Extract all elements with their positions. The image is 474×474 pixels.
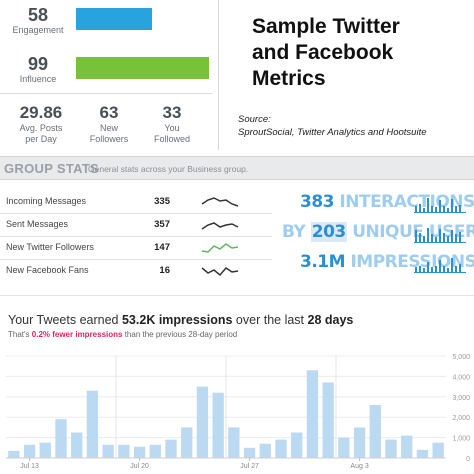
chart-bar bbox=[23, 444, 36, 458]
engagement-bar bbox=[76, 8, 152, 30]
influence-label: Influence bbox=[19, 74, 57, 84]
chart-bar bbox=[196, 386, 209, 458]
unique-users-text: BY 203 UNIQUE USERS bbox=[282, 222, 474, 242]
new-followers-label: New Followers bbox=[89, 123, 129, 144]
row-value: 16 bbox=[159, 265, 170, 276]
source-note: Source: SproutSocial, Twitter Analytics … bbox=[238, 114, 427, 138]
chart-bar bbox=[39, 442, 51, 458]
tweets-subheadline: That's 0.2% fewer impressions than the p… bbox=[8, 330, 238, 339]
chart-bar bbox=[275, 439, 287, 458]
incoming-messages-row[interactable]: Incoming Messages 335 bbox=[0, 190, 272, 214]
y-tick-label: 4,000 bbox=[452, 374, 470, 381]
chart-bar bbox=[401, 435, 413, 458]
chart-bar bbox=[228, 427, 240, 458]
y-tick-label: 5,000 bbox=[452, 354, 470, 361]
chart-bar bbox=[118, 444, 130, 458]
new-followers-value: 63 bbox=[99, 103, 119, 122]
row-value: 147 bbox=[154, 242, 170, 253]
chart-bar bbox=[102, 444, 114, 458]
page-title: Sample Twitter and Facebook Metrics bbox=[252, 15, 400, 90]
avg-posts-label: Avg. Posts per Day bbox=[19, 123, 63, 144]
chart-bar bbox=[71, 432, 83, 458]
interactions-sparkline bbox=[414, 198, 466, 213]
vertical-divider bbox=[218, 0, 219, 150]
row-value: 357 bbox=[154, 219, 170, 230]
chart-bar bbox=[8, 450, 20, 458]
chart-bar bbox=[338, 437, 350, 458]
chart-bar bbox=[353, 427, 366, 458]
chart-bar bbox=[243, 447, 256, 458]
engagement-value: 58 bbox=[27, 5, 49, 25]
x-tick-label: Jul 27 bbox=[240, 463, 259, 470]
divider bbox=[0, 93, 212, 94]
chart-bar bbox=[165, 439, 177, 458]
impressions-sparkline bbox=[414, 258, 466, 273]
chart-bar bbox=[133, 446, 146, 458]
metrics-panel: 58 Engagement 99 Influence 29.86 Avg. Po… bbox=[0, 0, 218, 150]
x-tick-label: Jul 20 bbox=[130, 463, 149, 470]
chart-bar bbox=[322, 382, 334, 458]
avg-posts-stat: 29.86 Avg. Posts per Day bbox=[6, 104, 76, 145]
chart-bar bbox=[259, 443, 271, 458]
you-followed-stat: 33 You Followed bbox=[137, 104, 207, 145]
y-tick-label: 3,000 bbox=[452, 395, 470, 402]
row-divider bbox=[0, 259, 272, 260]
engagement-label: Engagement bbox=[12, 25, 64, 35]
y-tick-label: 2,000 bbox=[452, 415, 470, 422]
section-divider bbox=[0, 295, 474, 296]
new-twitter-followers-row[interactable]: New Twitter Followers 147 bbox=[0, 236, 272, 260]
x-tick-label: Jul 13 bbox=[20, 463, 39, 470]
chart-bar bbox=[149, 444, 161, 458]
chart-bar bbox=[369, 404, 381, 458]
avg-posts-value: 29.86 bbox=[19, 103, 63, 122]
chart-bar bbox=[385, 439, 397, 458]
group-stats-description: General stats across your Business group… bbox=[88, 164, 249, 174]
influence-bar bbox=[76, 57, 209, 79]
chart-bar bbox=[416, 449, 429, 458]
chart-bar bbox=[212, 392, 224, 458]
group-stats-header: GROUP STATS General stats across your Bu… bbox=[0, 156, 474, 180]
chart-bar bbox=[86, 390, 99, 458]
y-tick-label: 1,000 bbox=[452, 436, 470, 443]
row-label: New Facebook Fans bbox=[6, 265, 89, 275]
new-twitter-followers-sparkline bbox=[201, 243, 239, 253]
new-followers-stat: 63 New Followers bbox=[74, 104, 144, 145]
incoming-messages-sparkline bbox=[201, 197, 239, 207]
you-followed-label: You Followed bbox=[153, 123, 191, 144]
row-label: New Twitter Followers bbox=[6, 242, 94, 252]
row-value: 335 bbox=[154, 196, 170, 207]
tweets-headline: Your Tweets earned 53.2K impressions ove… bbox=[8, 313, 354, 327]
you-followed-value: 33 bbox=[162, 103, 182, 122]
y-tick-label: 0 bbox=[466, 456, 470, 463]
chart-bar bbox=[306, 370, 319, 458]
row-divider bbox=[0, 213, 272, 214]
new-facebook-fans-sparkline bbox=[201, 267, 239, 277]
new-facebook-fans-row[interactable]: New Facebook Fans 16 bbox=[0, 259, 272, 283]
x-tick-label: Aug 3 bbox=[350, 463, 368, 470]
row-label: Incoming Messages bbox=[6, 196, 87, 206]
impressions-bar-chart: 5,000 4,000 3,000 2,000 1,000 0 Jul 13 Jul 20 Ju… bbox=[6, 354, 470, 470]
influence-value: 99 bbox=[27, 54, 49, 74]
group-stats-title: GROUP STATS bbox=[4, 161, 100, 176]
sent-messages-sparkline bbox=[201, 222, 239, 230]
sent-messages-row[interactable]: Sent Messages 357 bbox=[0, 213, 272, 237]
row-label: Sent Messages bbox=[6, 219, 69, 229]
chart-bar bbox=[432, 442, 444, 458]
row-divider bbox=[0, 236, 272, 237]
unique-users-sparkline bbox=[414, 228, 466, 243]
chart-bar bbox=[291, 432, 303, 458]
chart-bar bbox=[55, 419, 67, 458]
chart-bar bbox=[181, 427, 193, 458]
